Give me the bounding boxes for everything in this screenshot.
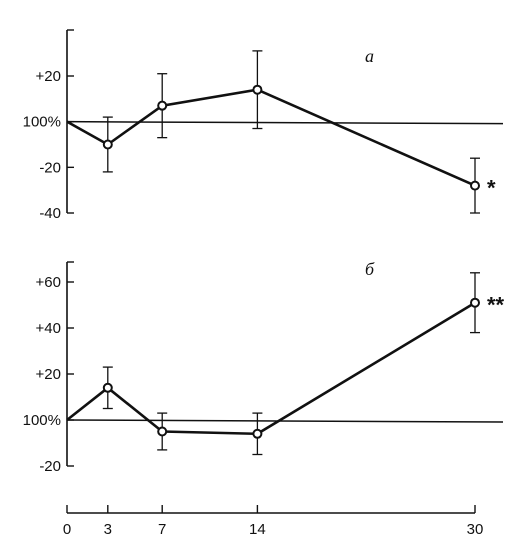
panel-label: а bbox=[365, 46, 374, 66]
panel-a: -40 -20 100% +20 а * bbox=[23, 29, 504, 222]
y-tick-label: 100% bbox=[23, 412, 61, 429]
x-tick-label: 0 bbox=[63, 521, 71, 538]
data-point bbox=[102, 382, 113, 393]
series-line bbox=[66, 88, 476, 187]
data-point bbox=[252, 428, 263, 439]
panel-label: б bbox=[365, 259, 375, 279]
series-line bbox=[66, 301, 476, 436]
data-point bbox=[252, 84, 263, 95]
reference-line bbox=[66, 120, 504, 125]
y-tick-label: +20 bbox=[36, 366, 61, 383]
x-tick-label: 3 bbox=[104, 521, 112, 538]
data-point bbox=[470, 297, 480, 308]
data-point bbox=[157, 100, 168, 111]
panel-b: -20 100% +20 +40 +60 б ** bbox=[23, 259, 505, 475]
significance-marker: ** bbox=[487, 293, 505, 318]
x-tick-label: 14 bbox=[249, 521, 266, 538]
x-axis: 0 3 7 14 30 bbox=[63, 505, 484, 538]
x-tick-label: 7 bbox=[158, 521, 166, 538]
x-tick-label: 30 bbox=[467, 521, 484, 538]
y-tick-label: +40 bbox=[36, 320, 61, 337]
data-point bbox=[470, 180, 480, 191]
y-tick-label: +20 bbox=[36, 68, 61, 85]
data-point bbox=[157, 426, 168, 437]
significance-marker: * bbox=[487, 176, 496, 201]
y-tick-label: -40 bbox=[39, 205, 61, 222]
y-tick-label: -20 bbox=[39, 458, 61, 475]
y-tick-label: -20 bbox=[39, 159, 61, 176]
y-tick-label: +60 bbox=[36, 274, 61, 291]
y-tick-label: 100% bbox=[23, 114, 61, 131]
reference-line bbox=[66, 419, 504, 423]
data-point bbox=[102, 139, 113, 150]
